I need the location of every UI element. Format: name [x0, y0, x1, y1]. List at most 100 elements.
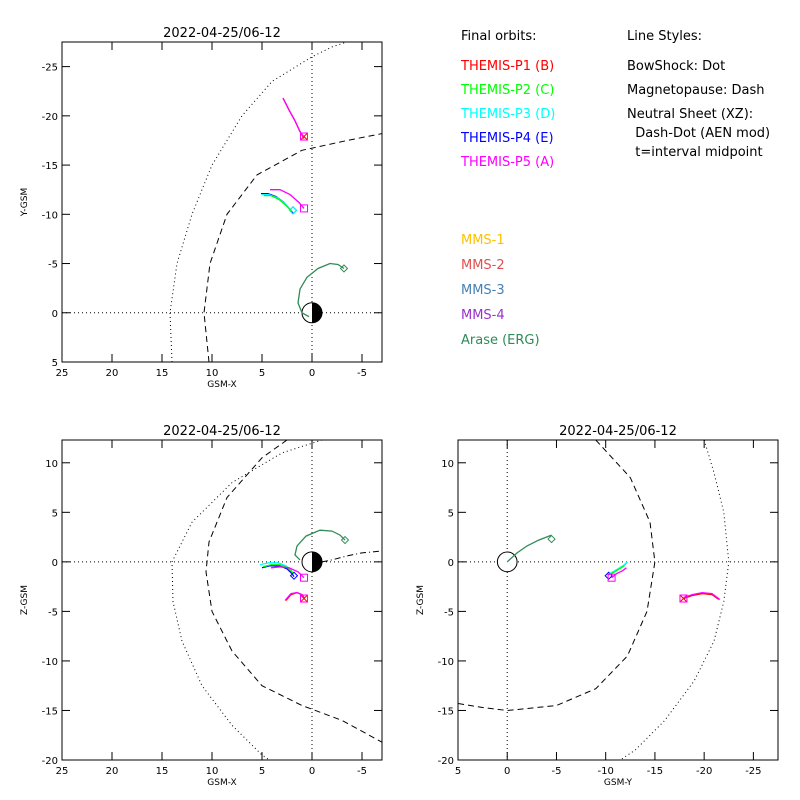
- y-tick-label: -20: [42, 112, 58, 123]
- y-axis-label: Z-GSM: [20, 585, 30, 615]
- orbit-themis-p3-d-: [609, 561, 628, 575]
- x-tick-label: -5: [551, 766, 561, 777]
- legend: Final orbits: THEMIS-P1 (B) THEMIS-P2 (C…: [460, 29, 770, 348]
- boundary-magnetopause: [458, 440, 656, 712]
- y-tick-label: 5: [52, 358, 58, 369]
- boundary-magnetopause: [205, 440, 382, 743]
- y-tick-label: -15: [438, 706, 454, 717]
- legend-themis-p1: THEMIS-P1 (B): [460, 59, 554, 74]
- x-tick-label: 15: [156, 766, 169, 777]
- boundary-bowshock: [169, 42, 349, 362]
- y-tick-label: -15: [42, 161, 58, 172]
- y-tick-label: -20: [42, 756, 58, 767]
- orbit-end-marker: [289, 571, 299, 580]
- x-axis-label: GSM-X: [207, 380, 236, 390]
- x-tick-label: 15: [156, 368, 169, 379]
- legend-dash-dot: Dash-Dot (AEN mod): [627, 126, 770, 141]
- y-tick-label: 0: [52, 558, 58, 569]
- orbit-end-marker: [300, 594, 308, 603]
- plot-frame: [457, 439, 779, 761]
- panel-yz: 2022-04-25/06-12 5 0 -5 -10 -15 -20 -25 10 5 0 -5 -1…: [416, 424, 779, 788]
- y-tick-label: -15: [42, 706, 58, 717]
- orbit-themis-p2-c-: [262, 564, 294, 574]
- y-axis-label: Z-GSM: [416, 585, 426, 615]
- panel-xz: 2022-04-25/06-12 25 20 15 10 5 0 -5 10 5 0 -5 -10 -15…: [20, 424, 383, 788]
- y-tick-label: -10: [438, 657, 454, 668]
- orbit-end-marker: [300, 132, 308, 141]
- x-tick-label: 10: [206, 766, 219, 777]
- x-tick-label: 25: [56, 766, 69, 777]
- legend-themis-p2: THEMIS-P2 (C): [460, 83, 554, 98]
- x-tick-label: -20: [696, 766, 712, 777]
- legend-mms-2: MMS-2: [461, 258, 505, 273]
- x-tick-label: -5: [357, 766, 367, 777]
- x-tick-label: -5: [357, 368, 367, 379]
- boundary-magnetopause: [203, 133, 382, 362]
- y-tick-label: -10: [42, 210, 58, 221]
- orbit-themis-p1-b-: [683, 592, 720, 601]
- orbit-end-marker: [679, 594, 688, 603]
- orbit-arase-erg-: [506, 534, 552, 563]
- x-tick-label: 0: [309, 766, 315, 777]
- boundary-bowshock: [619, 440, 730, 760]
- y-tick-label: -20: [438, 756, 454, 767]
- x-tick-label: 5: [259, 766, 265, 777]
- x-tick-label: -25: [745, 766, 761, 777]
- orbit-themis-p5-a-2: [611, 567, 627, 579]
- legend-neutral-sheet: Neutral Sheet (XZ):: [627, 107, 753, 122]
- y-tick-label: 0: [52, 309, 58, 320]
- y-tick-label: -10: [42, 657, 58, 668]
- orbit-themis-p3-d-: [262, 193, 292, 211]
- y-tick-label: 5: [448, 508, 454, 519]
- y-tick-label: 10: [45, 459, 58, 470]
- y-tick-label: -5: [48, 260, 58, 271]
- orbit-arase-erg-: [294, 529, 346, 561]
- x-axis-label: GSM-Y: [604, 778, 633, 788]
- legend-final-orbits-title: Final orbits:: [461, 29, 537, 44]
- x-tick-label: -10: [598, 766, 614, 777]
- panel-title: 2022-04-25/06-12: [559, 424, 677, 439]
- y-tick-label: 10: [441, 459, 454, 470]
- x-tick-label: 5: [455, 766, 461, 777]
- plot-frame: [61, 41, 383, 363]
- y-tick-label: -5: [48, 607, 58, 618]
- orbit-end-marker-cross: [300, 594, 308, 603]
- legend-themis-p4: THEMIS-P4 (E): [460, 131, 554, 146]
- legend-mms-4: MMS-4: [461, 308, 505, 323]
- legend-bowshock: BowShock: Dot: [627, 59, 725, 74]
- x-tick-label: 25: [56, 368, 69, 379]
- panel-title: 2022-04-25/06-12: [163, 26, 281, 41]
- legend-themis-p5: THEMIS-P5 (A): [460, 155, 554, 170]
- x-tick-label: 5: [259, 368, 265, 379]
- y-axis-label: Y-GSM: [20, 188, 30, 217]
- y-tick-label: 0: [448, 558, 454, 569]
- plot-frame: [61, 439, 383, 761]
- legend-themis-p3: THEMIS-P3 (D): [460, 107, 555, 122]
- orbit-themis-p2-c-: [609, 565, 625, 576]
- orbit-end-marker: [300, 204, 308, 213]
- orbit-arase-erg-: [297, 262, 345, 318]
- y-tick-label: -5: [444, 607, 454, 618]
- orbit-end-marker: [300, 573, 308, 582]
- orbit-end-marker: [339, 264, 349, 273]
- boundary-neutralsheet: [321, 550, 382, 563]
- x-axis-label: GSM-X: [207, 778, 236, 788]
- legend-magnetopause: Magnetopause: Dash: [627, 83, 764, 98]
- boundary-bowshock: [171, 440, 323, 760]
- legend-arase: Arase (ERG): [461, 333, 540, 348]
- x-tick-label: 10: [206, 368, 219, 379]
- orbit-themis-p5-a-: [284, 591, 305, 601]
- x-tick-label: 0: [504, 766, 510, 777]
- legend-mms-3: MMS-3: [461, 283, 505, 298]
- x-tick-label: 0: [309, 368, 315, 379]
- panel-xy: 2022-04-25/06-12 25 20 15 10 5 0 -5 5 0 -5 -10 -15 -2…: [20, 26, 383, 390]
- orbit-end-marker: [340, 535, 350, 545]
- orbit-themis-p2-c-: [264, 194, 293, 212]
- orbit-themis-p5-a-: [683, 591, 721, 601]
- earth-night-side: [312, 302, 322, 323]
- legend-mms-1: MMS-1: [461, 233, 505, 248]
- y-tick-label: 5: [52, 508, 58, 519]
- plot-area: [62, 440, 382, 760]
